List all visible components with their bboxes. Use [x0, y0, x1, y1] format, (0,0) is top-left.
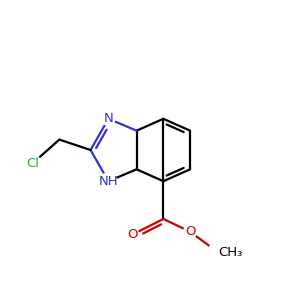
- Text: CH₃: CH₃: [218, 246, 243, 259]
- Circle shape: [208, 242, 229, 263]
- Text: Cl: Cl: [26, 157, 39, 170]
- Text: N: N: [103, 112, 113, 125]
- Circle shape: [126, 228, 139, 241]
- Circle shape: [100, 173, 117, 190]
- Text: O: O: [127, 228, 137, 241]
- Circle shape: [24, 155, 41, 172]
- Text: NH: NH: [99, 175, 118, 188]
- Circle shape: [102, 112, 115, 125]
- Circle shape: [184, 225, 197, 238]
- Text: O: O: [185, 225, 195, 238]
